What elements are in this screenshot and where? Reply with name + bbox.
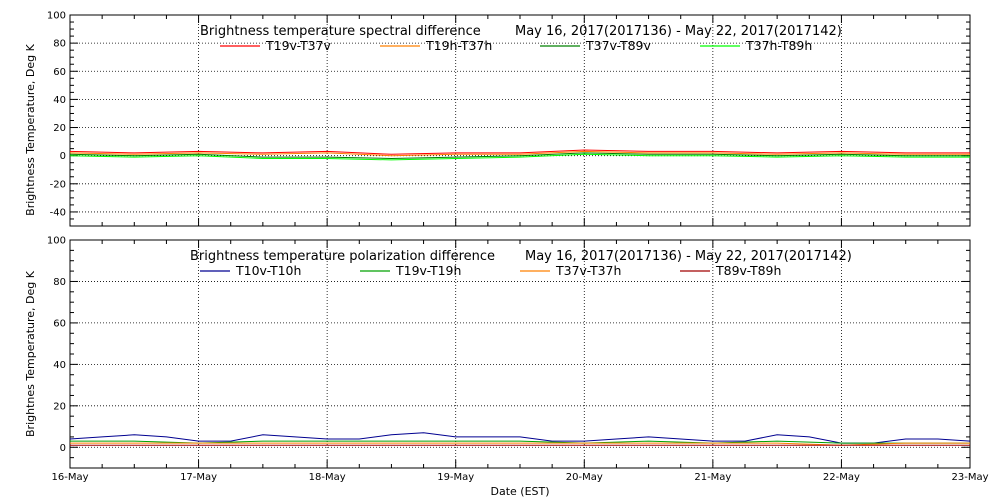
y-tick-label: -20 xyxy=(50,179,66,190)
y-tick-label: 100 xyxy=(47,11,66,22)
y-tick-label: 80 xyxy=(53,277,66,288)
y-axis-title: Brightnes Temperature, Deg K xyxy=(24,270,37,437)
y-tick-label: 100 xyxy=(47,236,66,247)
x-tick-label: 16-May xyxy=(51,472,88,483)
x-tick-label: 21-May xyxy=(694,472,731,483)
y-tick-label: 60 xyxy=(53,67,66,78)
chart-date-range: May 16, 2017(2017136) - May 22, 2017(201… xyxy=(525,249,852,264)
y-tick-label: 60 xyxy=(53,318,66,329)
y-tick-label: 40 xyxy=(53,95,66,106)
series-line-T37v-T37h xyxy=(70,442,970,446)
y-tick-label: 20 xyxy=(53,401,66,412)
chart-date-range: May 16, 2017(2017136) - May 22, 2017(201… xyxy=(515,24,842,39)
x-tick-label: 19-May xyxy=(437,472,474,483)
y-axis-title: Brightness Temperature, Deg K xyxy=(24,43,37,215)
legend-label: T37v-T37h xyxy=(555,263,621,278)
legend-label: T37h-T89h xyxy=(745,38,812,53)
y-tick-label: 80 xyxy=(53,39,66,50)
x-tick-labels: 16-May 17-May 18-May 19-May 20-May 21-May 22-M… xyxy=(51,472,988,483)
panel-frame xyxy=(69,239,971,469)
spectral-difference-panel: -40 -20 0 20 40 60 80 100 Brightness temperatur… xyxy=(24,11,971,227)
series-line-T19v-T37v xyxy=(69,149,970,155)
panel-frame xyxy=(69,14,971,227)
series-line-T37h-T89h xyxy=(69,153,970,161)
chart-title: Brightness temperature spectral differen… xyxy=(200,24,481,39)
legend-label: T89v-T89h xyxy=(715,263,781,278)
chart-title: Brightness temperature polarization diff… xyxy=(190,249,495,264)
series-line-T37v-T89v xyxy=(69,152,970,160)
polarization-difference-panel: 0 20 40 60 80 100 Brightness temperature pola… xyxy=(24,236,971,469)
legend-label: T37v-T89v xyxy=(585,38,652,53)
y-tick-label: 40 xyxy=(53,360,66,371)
y-tick-label: 0 xyxy=(60,151,66,162)
series-line-T19h-T37h xyxy=(69,150,970,157)
y-tick-label: -40 xyxy=(50,207,66,218)
legend-label: T19v-T19h xyxy=(395,263,461,278)
x-tick-label: 17-May xyxy=(180,472,217,483)
legend-label: T10v-T10h xyxy=(235,263,301,278)
legend-label: T19h-T37h xyxy=(425,38,492,53)
x-tick-label: 23-May xyxy=(951,472,988,483)
y-tick-label: 20 xyxy=(53,123,66,134)
x-tick-label: 18-May xyxy=(309,472,346,483)
legend-label: T19v-T37v xyxy=(265,38,332,53)
series-line-T10v-T10h xyxy=(69,432,971,444)
series-line-T19v-T19h xyxy=(70,440,970,444)
x-tick-label: 22-May xyxy=(823,472,860,483)
x-axis-title: Date (EST) xyxy=(490,485,549,498)
y-tick-label: 0 xyxy=(60,443,66,454)
x-tick-label: 20-May xyxy=(566,472,603,483)
